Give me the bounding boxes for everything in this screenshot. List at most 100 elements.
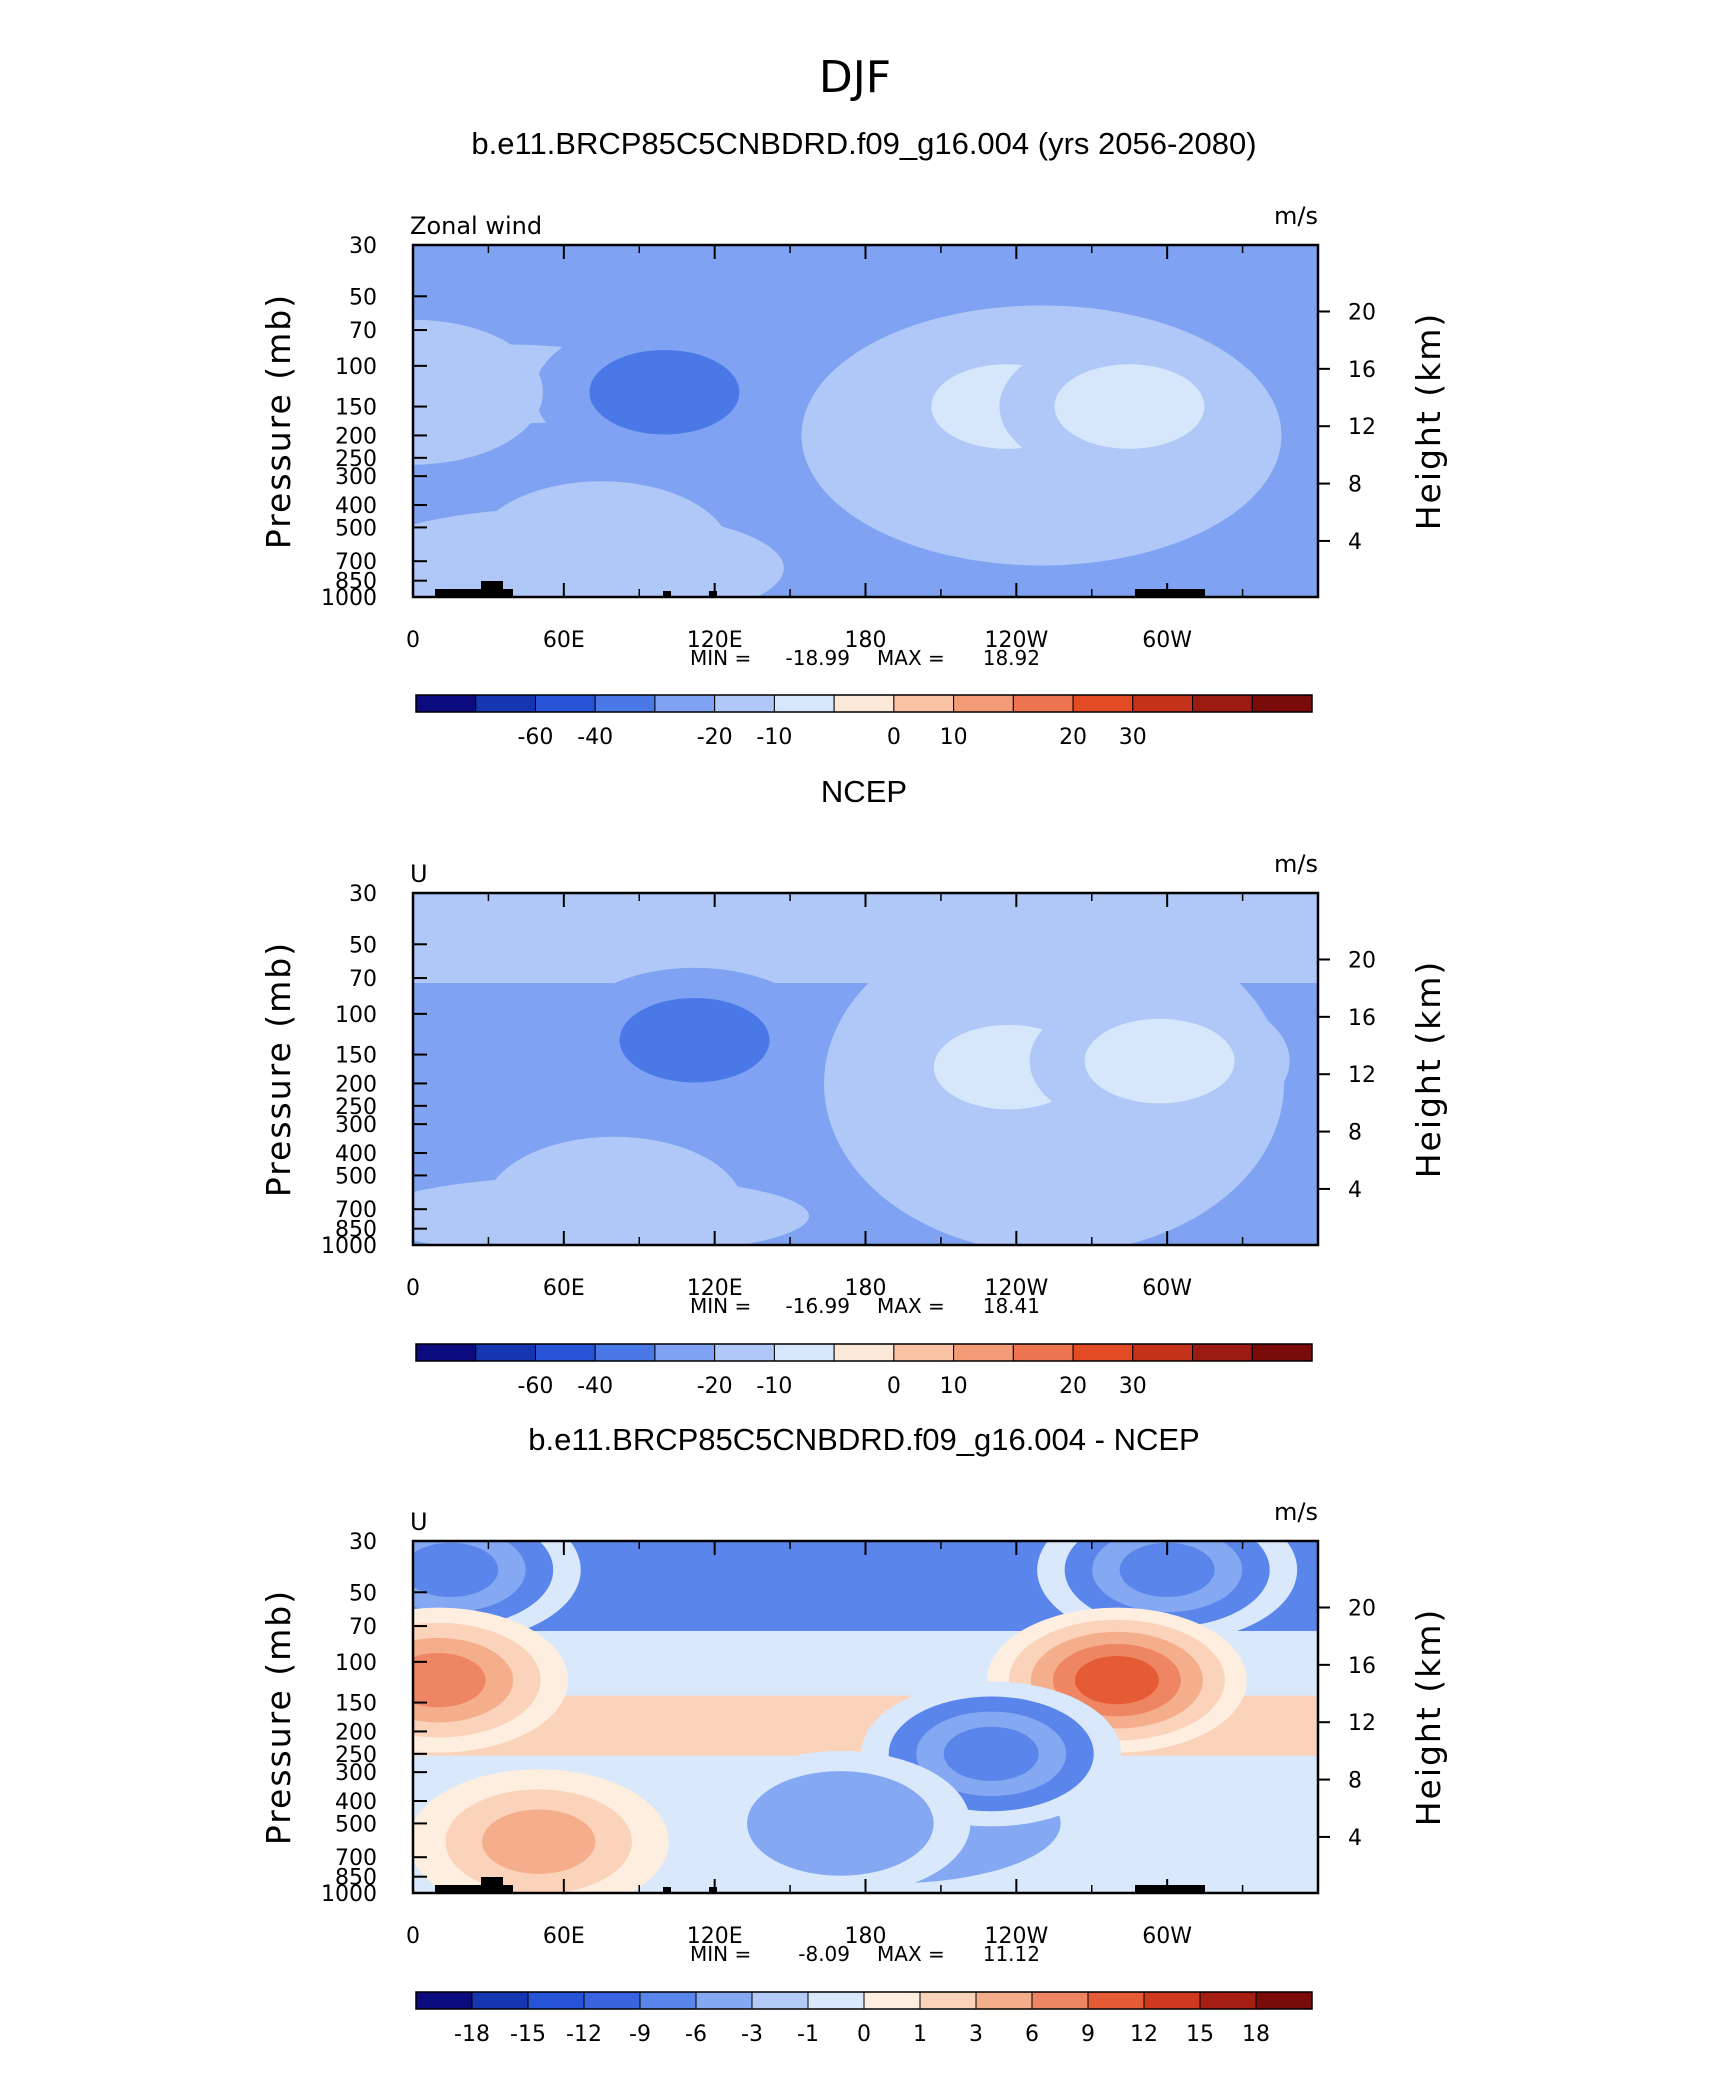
field-2: [413, 893, 1318, 1245]
topography: [435, 1885, 513, 1893]
colorbar-swatch: [415, 1343, 477, 1362]
panel-3: b.e11.BRCP85C5CNBDRD.f09_g16.004 - NCEP U…: [259, 1422, 1448, 2047]
field-blob: [413, 1542, 499, 1597]
colorbar-swatch: [1132, 694, 1194, 713]
colorbar-swatch: [893, 694, 955, 713]
colorbar-swatch: [833, 694, 895, 713]
colorbar-label: -10: [756, 1374, 792, 1399]
colorbar-swatch: [714, 694, 775, 713]
colorbar-swatch: [654, 694, 716, 713]
units-label: m/s: [1274, 850, 1318, 878]
colorbar-swatch: [1087, 1991, 1145, 2010]
colorbar-swatch: [1143, 1991, 1201, 2010]
y-tick-label: 30: [349, 1530, 377, 1555]
colorbar-label: 20: [1059, 725, 1087, 750]
colorbar-label: 9: [1081, 2022, 1095, 2047]
topography: [663, 1887, 671, 1893]
y-tick-label: 250: [335, 1743, 377, 1768]
colorbar-swatch: [1251, 694, 1313, 713]
field-label: Zonal wind: [410, 212, 542, 240]
figure-title: DJF: [819, 52, 891, 103]
topography: [1135, 1885, 1205, 1893]
colorbar-label: -15: [510, 2022, 546, 2047]
x-tick-label: 120E: [687, 1924, 743, 1949]
y-tick-label: 400: [335, 494, 377, 519]
field-blob: [1054, 364, 1205, 449]
x-tick-label: 60E: [543, 1276, 585, 1301]
x-tick-label: 60W: [1142, 1276, 1192, 1301]
min-label: MIN =: [690, 1294, 751, 1318]
colorbar-swatch: [527, 1991, 585, 2010]
colorbar-swatch: [1132, 1343, 1194, 1362]
x-tick-label: 0: [406, 1924, 420, 1949]
x-tick-label: 60E: [543, 1924, 585, 1949]
colorbar-swatch: [1072, 1343, 1134, 1362]
y-tick-label: 500: [335, 1812, 377, 1837]
y-tick-label: 100: [335, 1651, 377, 1676]
field-blob: [482, 1809, 596, 1874]
colorbar-swatch: [773, 1343, 835, 1362]
y-right-tick-label: 20: [1348, 300, 1376, 325]
colorbar-swatch: [807, 1991, 865, 2010]
x-tick-label: 0: [406, 1276, 420, 1301]
y-right-tick-label: 16: [1348, 358, 1376, 383]
x-tick-label: 120W: [984, 1924, 1048, 1949]
field-blob: [943, 1726, 1039, 1781]
y-right-tick-label: 16: [1348, 1654, 1376, 1679]
colorbar-label: 15: [1186, 2022, 1214, 2047]
colorbar-label: 1: [913, 2022, 927, 2047]
max-value: 18.41: [983, 1294, 1040, 1318]
max-label: MAX =: [877, 1294, 945, 1318]
colorbar-swatch: [594, 1343, 656, 1362]
topography: [1135, 589, 1205, 597]
panels: b.e11.BRCP85C5CNBDRD.f09_g16.004 (yrs 20…: [259, 126, 1448, 2047]
y-tick-label: 850: [335, 1218, 377, 1243]
y-tick-label: 400: [335, 1142, 377, 1167]
colorbar-swatch: [471, 1991, 529, 2010]
colorbar-label: 30: [1119, 725, 1147, 750]
y-tick-label: 200: [335, 424, 377, 449]
colorbar-swatch: [415, 694, 477, 713]
max-label: MAX =: [877, 1942, 945, 1966]
colorbar-swatch: [1192, 694, 1253, 713]
max-value: 11.12: [983, 1942, 1040, 1966]
colorbar: -18 -15 -12 -9 -6 -3 -1 0 1 3 6 9 12 15 18: [415, 1991, 1313, 2047]
y-tick-label: 70: [349, 1615, 377, 1640]
topography: [481, 581, 503, 597]
y-axis-label: Pressure (mb): [259, 293, 298, 549]
colorbar-swatch: [475, 1343, 536, 1362]
y-tick-label: 30: [349, 234, 377, 259]
y-right-axis-label: Height (km): [1409, 1608, 1448, 1827]
field-blob: [471, 481, 732, 597]
colorbar-label: 10: [940, 1374, 968, 1399]
colorbar-swatch: [583, 1991, 641, 2010]
colorbar-swatch: [1031, 1991, 1089, 2010]
y-axis-label: Pressure (mb): [259, 941, 298, 1197]
x-tick-label: 120E: [687, 1276, 743, 1301]
units-label: m/s: [1274, 1498, 1318, 1526]
field-blob: [783, 1791, 898, 1856]
y-tick-label: 100: [335, 1003, 377, 1028]
x-tick-label: 120E: [687, 628, 743, 653]
field-3: [413, 1541, 1318, 1893]
colorbar-label: 0: [857, 2022, 871, 2047]
y-right-axis-label: Height (km): [1409, 312, 1448, 531]
y-tick-label: 200: [335, 1072, 377, 1097]
colorbar-label: -40: [577, 1374, 613, 1399]
y-tick-label: 1000: [321, 1234, 377, 1259]
y-tick-label: 50: [349, 933, 377, 958]
colorbar-swatch: [953, 1343, 1014, 1362]
colorbar: -60 -40 -20 -10 0 10 20 30: [415, 694, 1313, 750]
colorbar-label: 20: [1059, 1374, 1087, 1399]
colorbar-swatch: [654, 1343, 716, 1362]
y-tick-label: 150: [335, 396, 377, 421]
y-right-tick-label: 8: [1348, 1769, 1362, 1794]
topography: [663, 591, 671, 597]
field-label: U: [410, 860, 428, 888]
min-value: -16.99: [786, 1294, 850, 1318]
colorbar-swatch: [1255, 1991, 1313, 2010]
colorbar-label: 0: [887, 725, 901, 750]
y-right-tick-label: 20: [1348, 948, 1376, 973]
